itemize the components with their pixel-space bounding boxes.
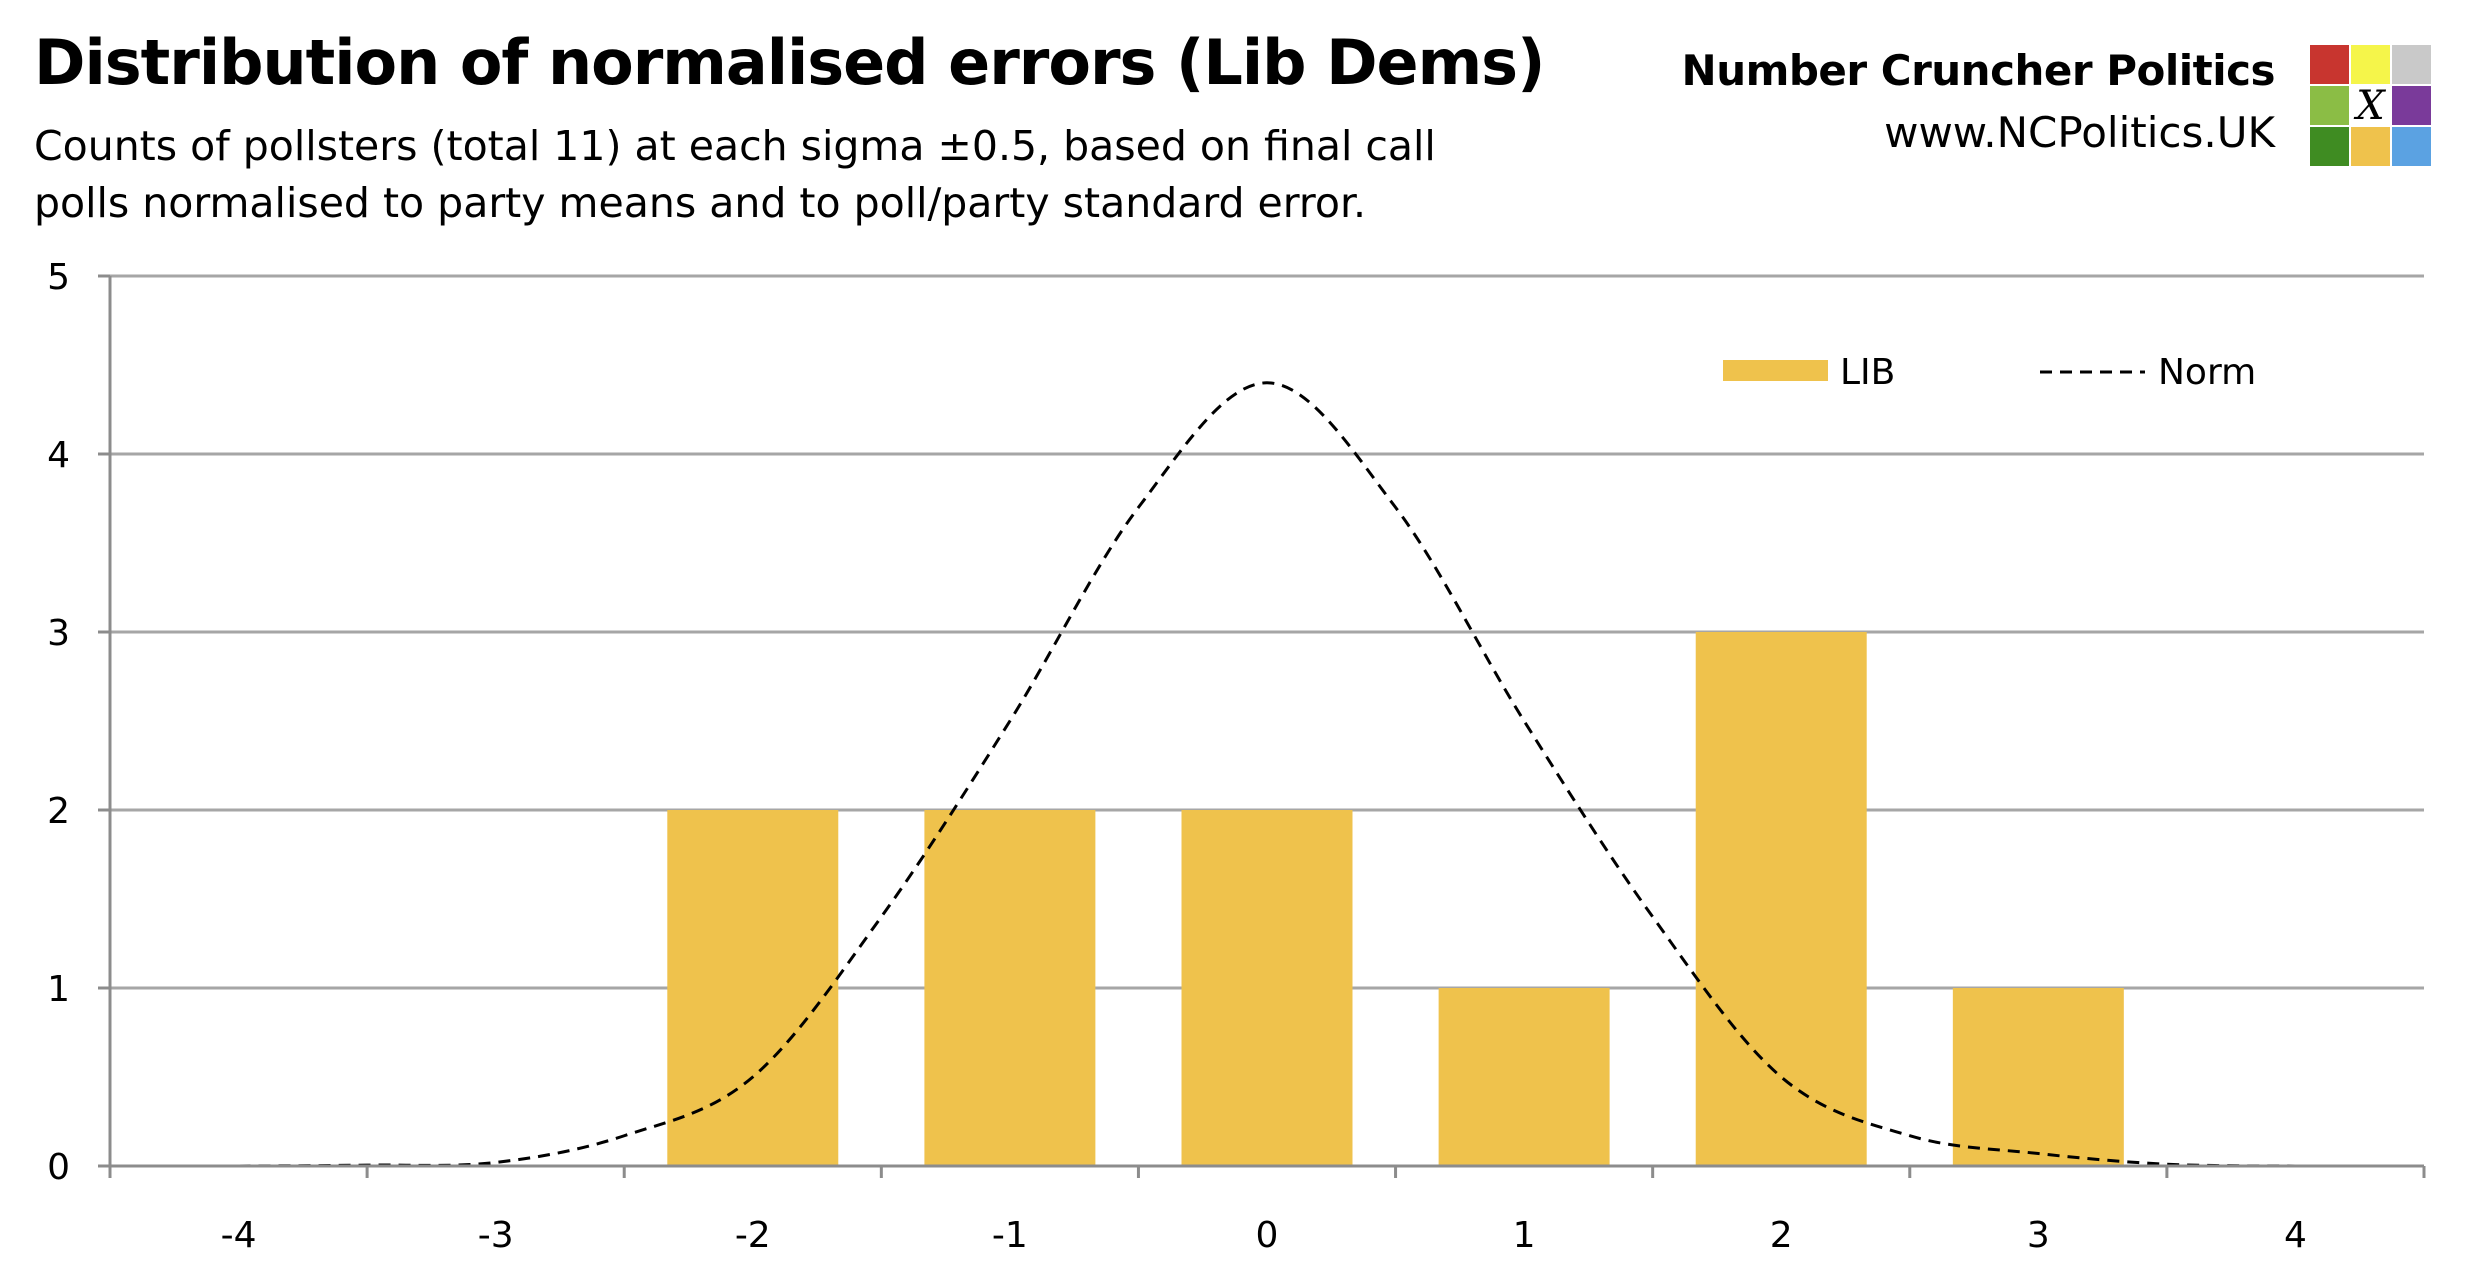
- logo-tile: [2392, 45, 2431, 84]
- brand-url: www.NCPolitics.UK: [1884, 108, 2275, 157]
- logo-tile: [2310, 86, 2349, 125]
- logo-tile: [2351, 86, 2390, 125]
- logo-mark: X: [2353, 83, 2386, 129]
- legend-label-norm: Norm: [2158, 352, 2256, 393]
- x-tick-label: -4: [221, 1215, 257, 1256]
- legend-swatch-lib: [1723, 360, 1828, 381]
- logo-tile: [2351, 45, 2390, 84]
- x-tick-label: 4: [2284, 1215, 2307, 1256]
- x-tick-label: 1: [1513, 1215, 1536, 1256]
- logo-tile: [2351, 127, 2390, 166]
- brand-name: Number Cruncher Politics: [1681, 46, 2276, 95]
- norm-curve-line: [238, 381, 2296, 1168]
- x-tick-label: -1: [992, 1215, 1028, 1256]
- y-tick-label: 1: [47, 969, 70, 1010]
- y-tick-label: 3: [47, 613, 70, 654]
- bar: [924, 810, 1096, 1166]
- legend: LIB Norm: [1723, 352, 2256, 393]
- y-tick-label: 0: [47, 1147, 70, 1188]
- logo-tile: [2310, 127, 2349, 166]
- x-tick-label: 2: [1770, 1215, 1793, 1256]
- x-tick-label: -2: [735, 1215, 771, 1256]
- y-tick-label: 2: [47, 791, 70, 832]
- chart-title: Distribution of normalised errors (Lib D…: [34, 26, 1545, 99]
- x-tick-label: 0: [1256, 1215, 1279, 1256]
- bar: [1695, 632, 1867, 1166]
- axes: 0 1 2 3 4 5 -4 -3 -2 -1 0 1 2 3 4: [47, 257, 2426, 1256]
- chart-subtitle: Counts of pollsters (total 11) at each s…: [34, 122, 1436, 227]
- x-tick-label: -3: [478, 1215, 514, 1256]
- y-tick-label: 5: [47, 257, 70, 298]
- bar: [1952, 988, 2124, 1166]
- bar: [667, 810, 839, 1166]
- bar: [1181, 810, 1353, 1166]
- ncp-logo: X: [2310, 45, 2431, 166]
- logo-tile: [2392, 86, 2431, 125]
- logo-tile: [2392, 127, 2431, 166]
- bar: [1438, 988, 1610, 1166]
- x-tick-label: 3: [2027, 1215, 2050, 1256]
- legend-label-lib: LIB: [1840, 352, 1895, 393]
- bar-series-lib: [667, 632, 2124, 1166]
- logo-tile: [2310, 45, 2349, 84]
- y-tick-label: 4: [47, 435, 70, 476]
